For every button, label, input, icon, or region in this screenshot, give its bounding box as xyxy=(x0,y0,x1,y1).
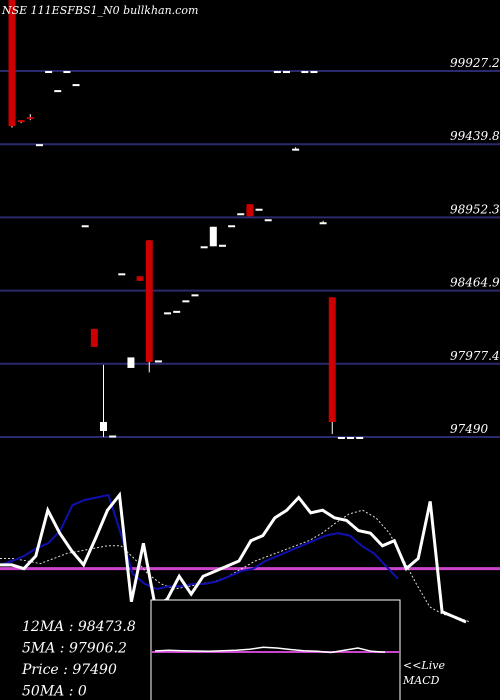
candle-body xyxy=(273,71,281,74)
candle-body xyxy=(127,357,135,368)
candle-body xyxy=(164,312,172,315)
candle-body xyxy=(81,225,89,228)
price-tick-label: 98464.9 xyxy=(450,276,500,290)
grid-lines xyxy=(0,70,500,438)
candle-body xyxy=(90,328,98,347)
candle-body xyxy=(17,120,25,123)
candle-body xyxy=(301,71,309,74)
candle-body xyxy=(118,273,126,276)
candle-body xyxy=(26,117,34,120)
price-tick-label: 97977.45 xyxy=(450,349,500,363)
indicator-panel xyxy=(0,491,500,624)
macd-label-macd: MACD xyxy=(402,674,440,687)
candle-body xyxy=(237,213,245,216)
candle-body xyxy=(45,71,53,74)
candle-body xyxy=(337,437,345,439)
candle-body xyxy=(209,226,217,247)
macd-panel xyxy=(150,599,401,700)
moving-average-stats: 12MA : 98473.8 5MA : 97906.2 Price : 97490… xyxy=(21,619,136,700)
candle-body xyxy=(35,144,43,147)
candle-body xyxy=(218,244,226,247)
candle-body xyxy=(356,437,364,439)
candle-body xyxy=(310,71,318,74)
candle-body xyxy=(109,435,117,438)
candle-body xyxy=(191,294,199,297)
macd-label-live: <<Live xyxy=(403,659,445,672)
candle-body xyxy=(100,421,107,431)
candles xyxy=(8,0,364,439)
price-tick-label: 98952.35 xyxy=(450,202,500,216)
macd-box xyxy=(150,599,401,700)
price-tick-label: 99439.8 xyxy=(450,129,500,143)
ma-stat-5ma: 5MA : 97906.2 xyxy=(22,641,127,657)
price-tick-label: 97490 xyxy=(450,422,489,436)
candle-body xyxy=(182,300,190,303)
candle-body xyxy=(8,0,16,127)
candle-body xyxy=(72,84,80,87)
candle-body xyxy=(319,222,327,225)
ma-white-line xyxy=(0,491,467,624)
macd-line xyxy=(154,646,386,654)
candle-body xyxy=(200,246,208,249)
ma-stat-price: Price : 97490 xyxy=(21,662,117,678)
chart-title: NSE 111ESFBS1_N0 bullkhan.com xyxy=(1,4,198,17)
candle-body xyxy=(54,90,62,93)
candle-body xyxy=(145,240,153,362)
candle-body xyxy=(328,297,336,422)
ma-dotted-line xyxy=(0,509,471,623)
candle-body xyxy=(228,225,236,228)
candle-body xyxy=(246,204,254,217)
candle-body xyxy=(154,360,162,363)
ma-stat-50ma: 50MA : 0 xyxy=(22,684,87,700)
candle-body xyxy=(292,148,300,151)
candle-body xyxy=(347,437,355,439)
candle-body xyxy=(63,71,71,74)
price-tick-label: 99927.25 xyxy=(450,56,500,70)
ma-stat-12ma: 12MA : 98473.8 xyxy=(22,619,136,635)
candle-body xyxy=(283,71,290,74)
price-tick-labels: 99927.25 99439.8 98952.35 98464.9 97977.45 97… xyxy=(450,56,500,436)
candle-body xyxy=(136,276,144,281)
candle-body xyxy=(173,310,181,313)
candle-body xyxy=(264,219,272,222)
candle-body xyxy=(255,208,263,211)
